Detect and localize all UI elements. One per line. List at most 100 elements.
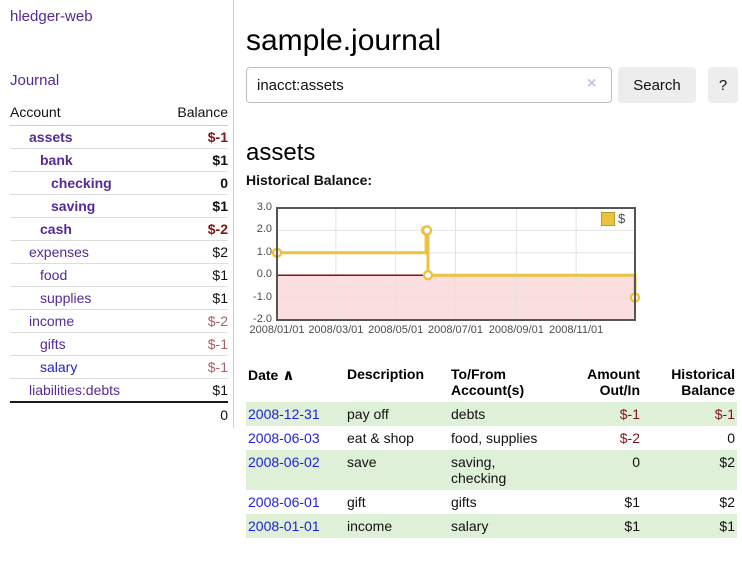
account-row: income $-2 — [10, 309, 228, 333]
account-balance: $-1 — [207, 129, 228, 145]
register-balance: $2 — [719, 454, 735, 470]
register-accounts: debts — [451, 406, 486, 422]
register-date-link[interactable]: 2008-06-03 — [248, 430, 320, 446]
account-balance: $1 — [159, 286, 228, 310]
register-balance: $-1 — [714, 406, 735, 422]
register-description: eat & shop — [347, 430, 414, 446]
register-accounts: salary — [451, 518, 489, 534]
register-amount: $-1 — [619, 406, 640, 422]
register-accounts: saving, checking — [451, 454, 507, 486]
legend-label: $ — [618, 211, 626, 226]
chart-legend: $ — [601, 211, 625, 226]
account-row: supplies $1 — [10, 286, 228, 310]
account-heading: assets — [246, 138, 316, 166]
search-input[interactable] — [246, 67, 612, 103]
register-amount: $1 — [624, 518, 640, 534]
register-description: pay off — [347, 406, 389, 422]
account-row: checking 0 — [10, 171, 228, 195]
register-amount: 0 — [632, 454, 640, 470]
register-balance: $1 — [719, 518, 735, 534]
account-tree-header: Account Balance — [10, 100, 228, 126]
account-balance: 0 — [159, 171, 228, 195]
account-row: liabilities:debts $1 — [10, 378, 228, 402]
register-row: 2008-06-02 save saving, checking 0 $2 — [246, 450, 737, 490]
register-accounts: gifts — [451, 494, 477, 510]
account-row: expenses $2 — [10, 240, 228, 264]
account-row: food $1 — [10, 263, 228, 287]
account-row: bank $1 — [10, 148, 228, 172]
register-balance: 0 — [727, 430, 735, 446]
register-header-row: Date ∧ Description To/From Account(s) Amo… — [246, 362, 737, 402]
account-balance: $1 — [159, 378, 228, 402]
account-link[interactable]: food — [40, 267, 68, 283]
register-description: save — [347, 454, 377, 470]
account-balance: $1 — [159, 194, 228, 218]
page-title: sample.journal — [246, 24, 442, 58]
account-row: gifts $-1 — [10, 332, 228, 356]
account-row: salary $-1 — [10, 355, 228, 379]
main-panel: sample.journal × Search ? assets Histori… — [246, 0, 742, 582]
account-link[interactable]: bank — [40, 152, 73, 168]
register-description: gift — [347, 494, 366, 510]
account-balance: $-1 — [159, 332, 228, 356]
account-row: cash $-2 — [10, 217, 228, 241]
register-date-link[interactable]: 2008-06-01 — [248, 494, 320, 510]
legend-swatch — [601, 211, 615, 226]
register-accounts: food, supplies — [451, 430, 538, 446]
account-balance: $1 — [159, 148, 228, 172]
account-total-balance: 0 — [159, 401, 228, 427]
balance-column-header-register: Historical Balance — [671, 366, 735, 398]
brand-link[interactable]: hledger-web — [10, 8, 93, 25]
register-balance: $2 — [719, 494, 735, 510]
account-balance: $-2 — [159, 217, 228, 241]
chart-plot — [271, 207, 641, 321]
account-tree: Account Balance assets $-1 bank $1 checking 0… — [10, 100, 228, 427]
account-link[interactable]: saving — [51, 198, 96, 214]
search-help-button[interactable]: ? — [708, 67, 738, 103]
account-link[interactable]: salary — [40, 359, 78, 375]
account-link[interactable]: gifts — [40, 336, 66, 352]
account-link[interactable]: liabilities:debts — [29, 382, 121, 398]
register-row: 2008-01-01 income salary $1 $1 — [246, 514, 737, 538]
account-total-row: 0 — [10, 401, 228, 427]
register-amount: $-2 — [619, 430, 640, 446]
balance-column-header: Balance — [159, 100, 228, 126]
sidebar-divider — [233, 0, 234, 428]
register-row: 2008-06-03 eat & shop food, supplies $-2 0 — [246, 426, 737, 450]
clear-search-icon[interactable]: × — [587, 75, 597, 92]
register-date-link[interactable]: 2008-06-02 — [248, 454, 320, 470]
account-link[interactable]: supplies — [40, 290, 92, 306]
register-table: Date ∧ Description To/From Account(s) Amo… — [246, 362, 737, 538]
account-balance: $-2 — [159, 309, 228, 333]
register-body: 2008-12-31 pay off debts $-1 $-1 2008-06-03 ea… — [246, 402, 737, 538]
search-button[interactable]: Search — [618, 67, 696, 103]
account-column-header: Account — [10, 100, 160, 126]
register-row: 2008-12-31 pay off debts $-1 $-1 — [246, 402, 737, 426]
account-link[interactable]: income — [29, 313, 75, 329]
accounts-column-header: To/From Account(s) — [451, 366, 525, 398]
register-date-link[interactable]: 2008-12-31 — [248, 406, 320, 422]
register-row: 2008-06-01 gift gifts $1 $2 — [246, 490, 737, 514]
account-link[interactable]: checking — [51, 175, 112, 191]
account-row: assets $-1 — [10, 126, 228, 149]
chart-section-label: Historical Balance: — [246, 172, 373, 188]
account-link[interactable]: expenses — [29, 244, 89, 260]
search-bar: × Search ? — [246, 67, 742, 103]
register-amount: $1 — [624, 494, 640, 510]
sort-asc-icon: ∧ — [282, 367, 295, 384]
amount-column-header: Amount Out/In — [587, 366, 640, 398]
account-tree-body: assets $-1 bank $1 checking 0 saving $1 cash $-2 e… — [10, 126, 228, 402]
date-column-header[interactable]: Date ∧ — [248, 367, 295, 384]
register-description: income — [347, 518, 393, 534]
description-column-header: Description — [347, 366, 425, 382]
account-balance: $1 — [159, 263, 228, 287]
register-date-link[interactable]: 2008-01-01 — [248, 518, 320, 534]
account-balance: $2 — [159, 240, 228, 264]
historical-balance-chart: $ 3.0 2.0 1.0 0.0 -1.0 -2.0 2008/01/01 2008/03/… — [246, 200, 646, 350]
account-link[interactable]: cash — [40, 221, 72, 237]
sidebar-item-journal[interactable]: Journal — [10, 72, 60, 89]
account-balance: $-1 — [159, 355, 228, 379]
account-link[interactable]: assets — [29, 129, 73, 145]
account-row: saving $1 — [10, 194, 228, 218]
